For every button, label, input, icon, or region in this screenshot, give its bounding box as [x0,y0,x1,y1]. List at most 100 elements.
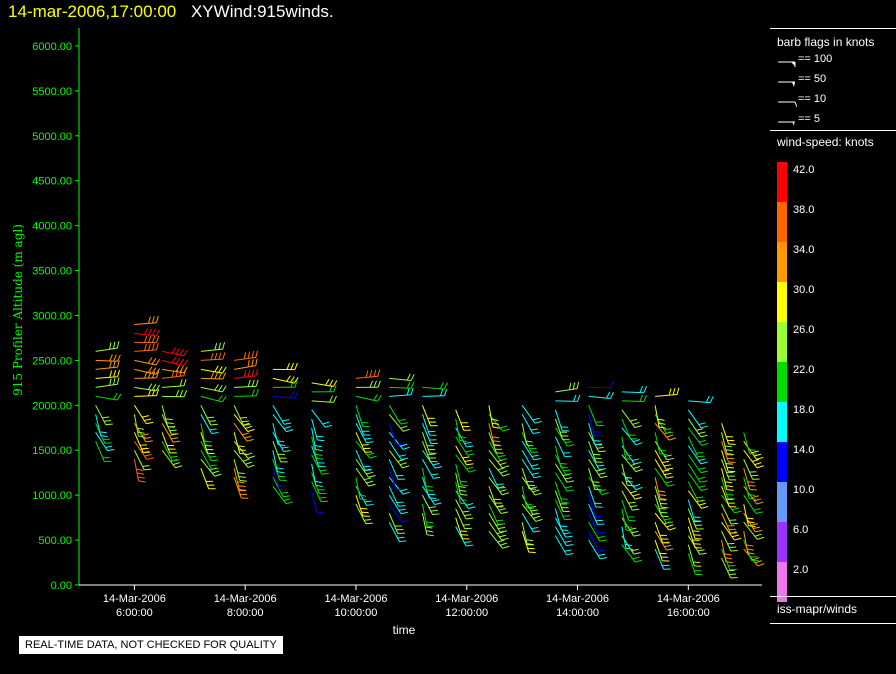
wind-barb [422,449,443,469]
x-tick-date: 14-Mar-2006 [103,593,166,605]
wind-barb [200,384,227,393]
wind-barb [721,557,738,579]
wind-barb [654,467,675,487]
wind-barb [488,441,508,461]
wind-barb [388,431,410,450]
wind-barb [721,486,737,508]
colorbar-label: 26.0 [793,324,815,336]
x-tick-time: 12:00:00 [445,607,488,619]
wind-barb [388,494,408,515]
wind-barb [134,342,159,352]
wind-barb [721,503,739,525]
wind-barb [455,481,468,505]
wind-barb [388,459,405,480]
wind-barb [554,508,569,531]
colorbar-swatch [777,322,787,362]
legend-divider [770,596,896,597]
wind-barb [721,477,735,500]
colorbar-label: 6.0 [793,524,809,536]
wind-barb [555,381,580,393]
y-tick-label: 3500.00 [32,266,72,278]
colorbar-swatch [777,202,787,242]
wind-barb [588,539,608,560]
wind-barb [455,409,471,431]
wind-barb [588,414,602,437]
wind-barb [687,481,706,502]
wind-barb [621,385,648,394]
wind-barb [521,414,540,434]
x-tick-time: 8:00:00 [227,607,264,619]
wind-barb [355,450,372,471]
wind-barb [355,369,381,379]
wind-barb [233,405,251,426]
wind-barb [234,389,259,397]
wind-barb [355,440,377,459]
wind-barb [488,467,506,489]
wind-barb [554,445,568,469]
wind-barb [621,544,643,563]
wind-barb [455,454,476,473]
wind-barb [355,432,373,453]
wind-barb [389,381,415,389]
wind-barb [554,481,570,504]
wind-barb [95,369,121,379]
wind-barb [200,441,219,462]
colorbar-label: 38.0 [793,204,815,216]
wind-barb [554,517,573,538]
wind-barb [311,436,324,460]
wind-barb [521,486,534,510]
wind-barb [233,468,247,491]
wind-barb [134,335,160,343]
wind-barb [311,490,324,514]
wind-barb [422,485,442,505]
wind-barb [588,486,603,508]
wind-barb [588,530,606,552]
y-tick-label: 6000.00 [32,41,72,53]
wind-barb [554,526,574,547]
wind-barb [200,414,219,435]
wind-barb [455,472,468,496]
legend-panel: barb flags in knots == 100 == 50 == 10 == 5… [770,28,896,628]
wind-barb [421,441,438,463]
wind-barb [272,405,292,425]
y-tick-label: 500.00 [38,535,72,547]
wind-barb [654,405,667,429]
wind-barb [654,432,667,456]
colorbar-label: 34.0 [793,244,815,256]
wind-barb [133,450,152,471]
wind-barb [621,418,638,440]
barb-flag-label: == 50 [798,73,827,85]
x-tick-time: 10:00:00 [335,607,378,619]
wind-barb [388,413,410,432]
wind-barb [621,508,634,532]
wind-barb [161,356,188,367]
axes: 0.00 500.00 1000.00 1500.00 2000.00 2500.00 30… [32,28,762,592]
wind-barb [95,360,120,370]
wind-barb [388,449,410,469]
colorbar-swatch [777,482,787,522]
wind-barb [311,481,328,503]
colorbar-label: 10.0 [793,484,815,496]
wind-barb [554,490,570,512]
wind-barb [621,454,643,473]
wind-barb [355,477,367,501]
wind-barb [521,423,534,447]
wind-barb [311,378,338,388]
wind-barb [134,383,161,392]
y-tick-label: 3000.00 [32,310,72,322]
wind-barb [95,441,112,462]
wind-barb [233,477,249,499]
y-tick-label: 1500.00 [32,445,72,457]
wind-barb [272,362,298,371]
wind-barb [521,494,540,515]
colorbar-swatch [777,402,787,442]
y-axis-label: 915 Profiler Altitude (m agl) [11,224,25,396]
wind-barb [161,405,175,428]
wind-barb [687,544,702,567]
wind-barb [521,512,541,533]
colorbar-swatch [777,522,787,562]
wind-barb [388,423,404,446]
wind-barb [421,414,437,436]
barb-legend-title: barb flags in knots [777,35,875,49]
barb-flag-icon [778,121,795,126]
